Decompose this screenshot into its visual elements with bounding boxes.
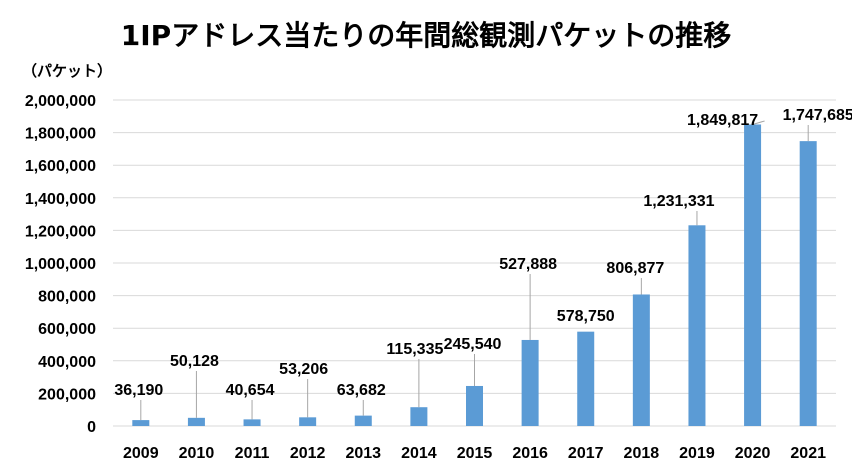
x-tick-label: 2012 [290,445,326,462]
x-tick-label: 2018 [624,445,660,462]
x-tick-label: 2010 [179,445,215,462]
y-tick-label: 1,000,000 [25,256,96,273]
y-axis-ticks: 0 200,000 400,000 600,000 800,000 1,000,000 1,… [25,93,96,436]
y-tick-label: 1,200,000 [25,223,96,240]
x-tick-label: 2009 [123,445,159,462]
x-tick-label: 2015 [457,445,493,462]
data-label: 53,206 [279,361,328,378]
y-tick-label: 1,600,000 [25,158,96,175]
y-tick-label: 2,000,000 [25,93,96,110]
data-label: 40,654 [226,382,275,399]
bar-2020 [744,124,762,426]
x-tick-label: 2021 [790,445,826,462]
x-tick-label: 2013 [345,445,381,462]
data-label: 63,682 [337,382,386,399]
x-tick-label: 2016 [512,445,548,462]
x-tick-label: 2019 [679,445,715,462]
x-tick-label: 2014 [401,445,437,462]
bar-2009 [132,420,150,426]
bar-2015 [466,385,483,426]
bar-2012 [299,417,317,426]
data-label: 245,540 [444,336,502,353]
bar-2019 [688,225,706,426]
chart-title: 1IPアドレス当たりの年間総観測パケットの推移 [120,19,732,52]
data-label: 1,747,685 [783,107,852,124]
y-tick-label: 800,000 [38,289,96,306]
data-label: 115,335 [386,341,443,358]
bar-2017 [577,331,595,426]
y-tick-label: 1,400,000 [25,191,96,208]
data-label: 50,128 [170,353,219,370]
data-label: 1,231,331 [643,193,714,210]
y-tick-label: 200,000 [38,386,96,403]
bar-2013 [354,415,372,426]
bar-2011 [243,419,261,426]
data-label: 578,750 [557,308,615,325]
bar-2016 [521,339,539,426]
data-label: 1,849,817 [687,112,758,129]
data-label: 527,888 [499,256,557,273]
leader-line [752,120,765,125]
y-tick-label: 600,000 [38,321,96,338]
bars [132,124,817,426]
x-tick-label: 2017 [568,445,604,462]
y-tick-label: 1,800,000 [25,126,96,143]
y-axis-unit-label: （パケット） [22,62,113,80]
bar-2021 [799,141,817,426]
x-tick-label: 2020 [735,445,771,462]
data-label: 36,190 [114,382,163,399]
bar-2010 [187,417,205,426]
leader-lines [140,120,809,421]
y-tick-label: 0 [87,419,96,436]
data-label: 806,877 [606,260,664,277]
y-tick-label: 400,000 [38,354,96,371]
x-axis-ticks: 2009 2010 2011 2012 2013 2014 2015 2016 2017 2018… [123,445,826,462]
bar-2018 [632,294,650,426]
bar-2014 [410,407,428,426]
x-tick-label: 2011 [235,445,270,462]
